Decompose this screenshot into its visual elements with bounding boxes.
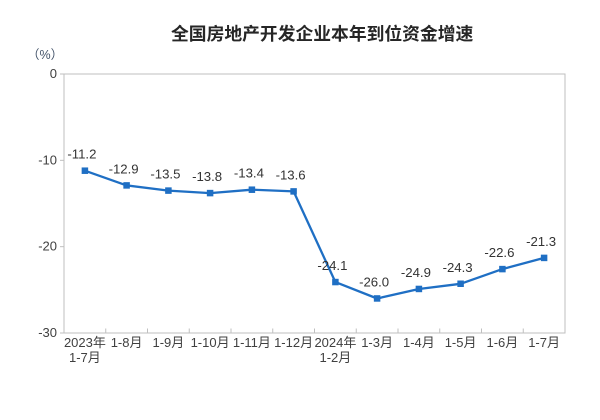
svg-text:1-9月: 1-9月	[153, 335, 185, 350]
svg-text:1-10月: 1-10月	[191, 335, 230, 350]
svg-text:-11.2: -11.2	[67, 147, 96, 162]
svg-text:1-8月: 1-8月	[111, 335, 143, 350]
svg-text:-26.0: -26.0	[359, 275, 389, 290]
svg-text:-13.8: -13.8	[192, 169, 222, 184]
svg-text:1-11月: 1-11月	[233, 335, 271, 350]
svg-text:1-6月: 1-6月	[487, 335, 519, 350]
svg-text:-24.9: -24.9	[401, 265, 431, 280]
svg-text:1-7月: 1-7月	[69, 350, 101, 365]
svg-text:-21.3: -21.3	[526, 234, 556, 249]
svg-text:1-7月: 1-7月	[528, 335, 560, 350]
svg-text:1-2月: 1-2月	[320, 350, 352, 365]
svg-text:0: 0	[50, 66, 57, 81]
svg-text:-13.4: -13.4	[234, 166, 264, 181]
svg-text:-13.5: -13.5	[150, 167, 180, 182]
svg-text:-20: -20	[38, 239, 57, 254]
svg-text:-30: -30	[38, 325, 57, 340]
svg-text:-22.6: -22.6	[484, 245, 514, 260]
svg-text:-10: -10	[38, 152, 57, 167]
svg-text:1-12月: 1-12月	[274, 335, 313, 350]
svg-text:2023年: 2023年	[64, 335, 106, 350]
svg-text:2024年: 2024年	[314, 335, 356, 350]
svg-text:1-3月: 1-3月	[361, 335, 393, 350]
svg-text:-13.6: -13.6	[276, 167, 306, 182]
svg-text:1-4月: 1-4月	[403, 335, 435, 350]
svg-text:1-5月: 1-5月	[445, 335, 477, 350]
svg-text:-24.3: -24.3	[443, 260, 473, 275]
svg-text:-24.1: -24.1	[317, 258, 347, 273]
svg-text:-12.9: -12.9	[109, 161, 139, 176]
